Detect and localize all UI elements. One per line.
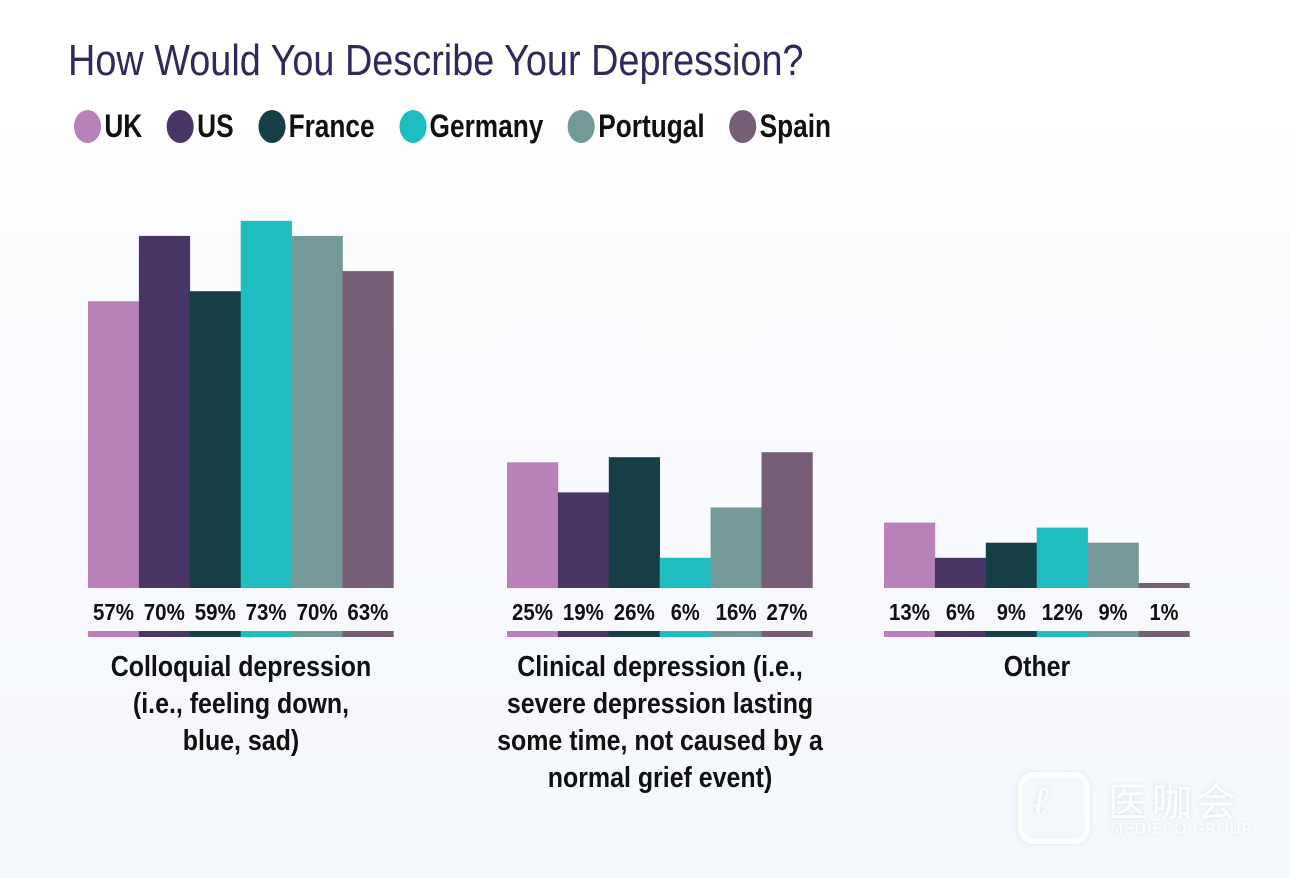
bar-france (189, 291, 241, 588)
data-label: 26% (614, 599, 655, 625)
legend-swatch-icon (567, 110, 595, 143)
category-label-line: normal grief event) (547, 762, 772, 794)
color-strip-uk (88, 631, 140, 637)
legend-swatch-icon (399, 110, 427, 143)
category-label-line: severe depression lasting (506, 688, 813, 720)
legend-swatch-icon (74, 110, 102, 143)
data-label: 19% (563, 599, 604, 625)
data-label: 70% (144, 599, 185, 625)
bar-france (985, 542, 1037, 588)
category-label-3: Other (847, 649, 1225, 686)
bar-uk (507, 462, 559, 589)
data-label: 27% (767, 599, 808, 625)
bar-group-1: 57% 70% 59% 73% 70% 63% (88, 220, 394, 637)
bar-portugal (710, 507, 762, 588)
data-label: 9% (1099, 599, 1128, 625)
legend-item-uk: UK (74, 108, 142, 145)
bar-spain (342, 271, 394, 588)
data-label: 59% (195, 599, 236, 625)
category-label-line: Clinical depression (i.e., (516, 651, 803, 683)
bar-us (138, 235, 191, 588)
bar-germany (240, 220, 292, 589)
data-label: 16% (716, 599, 757, 625)
watermark-logo: ℓ 医咖会 MEDIECO GROUP (1012, 768, 1252, 848)
bar-france (608, 457, 660, 588)
legend-label: UK (104, 108, 143, 144)
bar-uk (88, 301, 140, 588)
legend-label: Germany (429, 108, 544, 144)
bar-group-3: 13% 6% 9% 12% 9% 1% (884, 522, 1190, 637)
color-strip-uk (884, 631, 936, 637)
data-label: 1% (1150, 599, 1179, 625)
legend-swatch-icon (166, 110, 194, 143)
bar-germany (659, 557, 711, 588)
color-strip-us (138, 631, 191, 637)
bar-spain (761, 452, 813, 588)
color-strip-portugal (291, 631, 343, 637)
legend-item-spain: Spain (729, 108, 831, 145)
data-label: 73% (246, 599, 287, 625)
legend-label: France (288, 108, 375, 144)
color-strip-portugal (710, 631, 762, 637)
color-strip-portugal (1087, 631, 1139, 637)
legend-item-portugal: Portugal (567, 108, 705, 145)
category-label-1: Colloquial depression (i.e., feeling down… (51, 649, 429, 760)
legend-label: US (197, 108, 234, 144)
color-strip-us (557, 631, 610, 637)
color-strip-us (934, 631, 987, 637)
legend-label: Spain (759, 108, 832, 144)
legend: UK US France Germany Portugal Spain (74, 108, 856, 145)
legend-item-france: France (258, 108, 375, 145)
color-strip-france (985, 631, 1037, 637)
data-label: 25% (512, 599, 553, 625)
color-strip-germany (1036, 631, 1088, 637)
category-label-line: Colloquial depression (110, 651, 371, 683)
chart-title: How Would You Describe Your Depression? (68, 36, 804, 85)
bar-portugal (291, 235, 343, 588)
category-label-line: (i.e., feeling down, (132, 688, 349, 720)
watermark-glyph: ℓ (1032, 779, 1049, 825)
color-strip-germany (240, 631, 292, 637)
watermark-chinese-text: 医咖会 (1108, 780, 1240, 826)
data-label: 57% (93, 599, 134, 625)
data-label: 9% (997, 599, 1026, 625)
bar-group-2: 25% 19% 26% 6% 16% 27% (507, 452, 813, 637)
watermark-english-text: MEDIECO GROUP (1110, 820, 1252, 838)
category-label-line: Other (1003, 651, 1070, 683)
color-strip-spain (1138, 631, 1190, 637)
data-label: 6% (946, 599, 975, 625)
color-strip-uk (507, 631, 559, 637)
category-label-line: some time, not caused by a (496, 725, 823, 757)
legend-item-germany: Germany (399, 108, 543, 145)
bar-uk (884, 522, 936, 588)
data-label: 6% (671, 599, 700, 625)
legend-swatch-icon (258, 110, 286, 143)
bar-portugal (1087, 542, 1139, 588)
bar-us (557, 492, 610, 588)
color-strip-spain (761, 631, 813, 637)
color-strip-france (189, 631, 241, 637)
color-strip-france (608, 631, 660, 637)
data-label: 63% (347, 599, 388, 625)
color-strip-spain (342, 631, 394, 637)
color-strip-germany (659, 631, 711, 637)
legend-swatch-icon (729, 110, 757, 143)
watermark-icon (1018, 772, 1090, 844)
bar-us (934, 557, 987, 588)
bar-germany (1036, 527, 1088, 588)
legend-item-us: US (166, 108, 234, 145)
data-label: 12% (1042, 599, 1083, 625)
bar-spain (1138, 583, 1190, 588)
data-label: 70% (297, 599, 338, 625)
data-label: 13% (889, 599, 930, 625)
category-label-2: Clinical depression (i.e., severe depress… (470, 649, 848, 797)
category-label-line: blue, sad) (182, 725, 299, 757)
legend-label: Portugal (598, 108, 705, 144)
